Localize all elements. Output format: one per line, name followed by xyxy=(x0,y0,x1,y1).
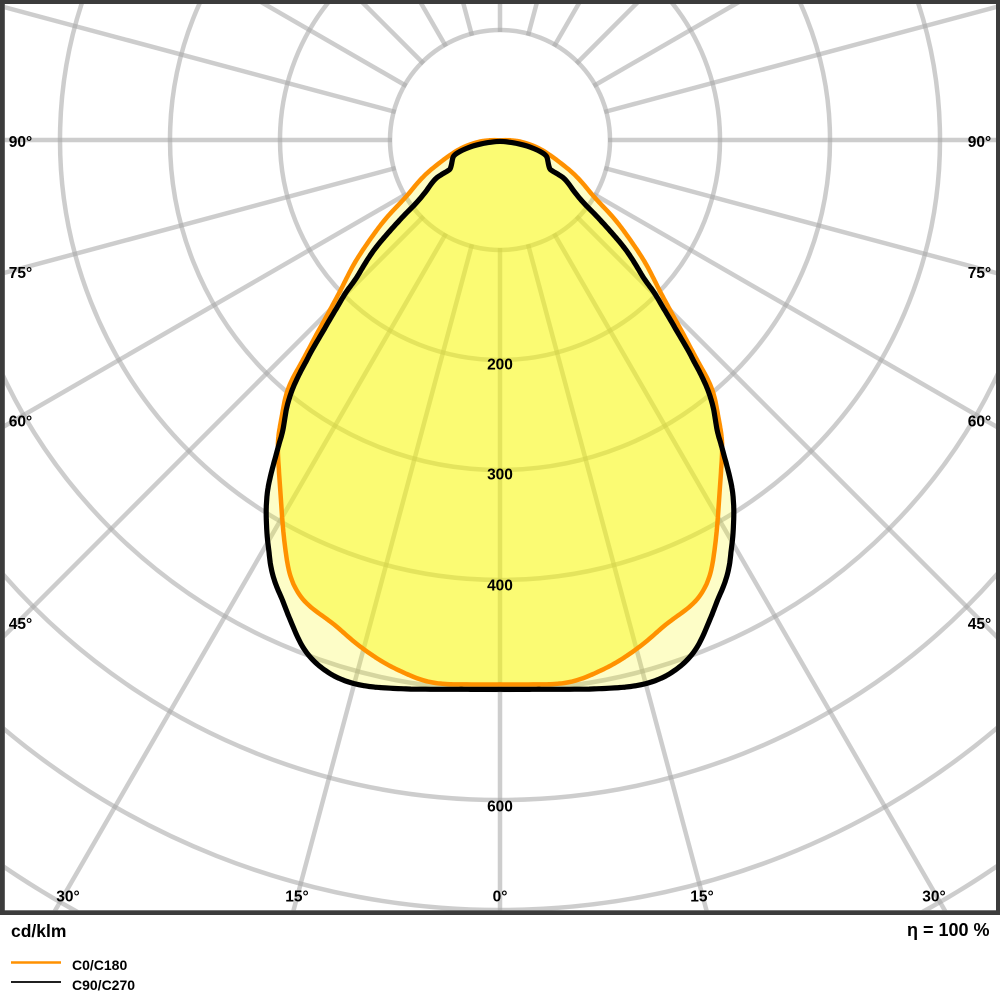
svg-text:600: 600 xyxy=(487,799,513,816)
svg-text:cd/klm: cd/klm xyxy=(11,921,66,941)
svg-text:30°: 30° xyxy=(922,889,945,906)
svg-text:75°: 75° xyxy=(968,265,991,282)
svg-text:60°: 60° xyxy=(968,413,991,430)
svg-text:45°: 45° xyxy=(9,616,32,633)
svg-text:C0/C180: C0/C180 xyxy=(72,957,127,973)
svg-text:15°: 15° xyxy=(690,889,713,906)
svg-text:15°: 15° xyxy=(285,889,308,906)
svg-text:0°: 0° xyxy=(493,889,508,906)
svg-text:C90/C270: C90/C270 xyxy=(72,977,135,993)
svg-text:η = 100 %: η = 100 % xyxy=(907,920,990,940)
svg-text:90°: 90° xyxy=(968,134,991,151)
svg-text:90°: 90° xyxy=(9,134,32,151)
svg-text:75°: 75° xyxy=(9,265,32,282)
svg-text:300: 300 xyxy=(487,467,513,484)
svg-text:200: 200 xyxy=(487,357,513,374)
svg-text:60°: 60° xyxy=(9,413,32,430)
svg-text:400: 400 xyxy=(487,578,513,595)
svg-text:45°: 45° xyxy=(968,616,991,633)
svg-text:30°: 30° xyxy=(56,889,79,906)
